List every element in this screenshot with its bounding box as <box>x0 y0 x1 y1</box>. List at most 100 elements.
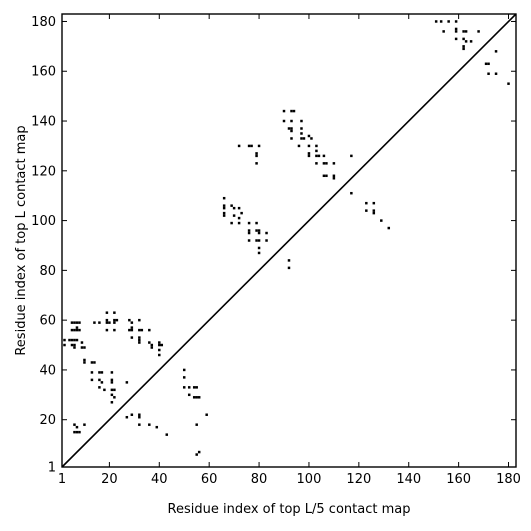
contact-point <box>257 144 261 148</box>
contact-point <box>372 211 376 215</box>
x-tick-label: 80 <box>251 472 268 487</box>
x-axis-label: Residue index of top L/5 contact map <box>168 502 411 517</box>
contact-point <box>477 30 480 33</box>
contact-point <box>290 119 293 123</box>
contact-point <box>315 162 318 165</box>
contact-point <box>160 343 164 347</box>
contact-point <box>250 144 253 148</box>
contact-point <box>205 413 208 416</box>
contact-point <box>439 20 443 23</box>
contact-point <box>287 266 291 270</box>
contact-point <box>197 396 201 399</box>
contact-point <box>195 386 198 389</box>
y-tick-label: 20 <box>39 413 56 428</box>
contact-point <box>103 388 106 392</box>
contact-point <box>140 328 144 332</box>
contact-point <box>237 216 241 220</box>
contact-point <box>287 127 291 130</box>
contact-point <box>192 396 196 399</box>
contact-point <box>93 361 96 364</box>
contact-point <box>105 328 109 332</box>
contact-point <box>105 311 109 314</box>
y-tick-label: 140 <box>31 115 56 130</box>
contact-point <box>78 328 81 332</box>
contact-point <box>113 311 116 314</box>
contact-point <box>387 226 391 230</box>
contact-point <box>222 214 226 217</box>
contact-point <box>307 134 311 138</box>
contact-point <box>462 37 465 41</box>
contact-point <box>372 209 376 212</box>
contact-point <box>300 119 303 123</box>
contact-point <box>73 423 76 426</box>
contact-point <box>487 72 490 75</box>
contact-point <box>73 328 76 332</box>
contact-point <box>317 154 321 158</box>
contact-point <box>110 401 114 404</box>
contact-point <box>138 415 141 419</box>
x-tick-label: 1 <box>58 472 66 487</box>
contact-point <box>257 251 261 255</box>
contact-point <box>158 353 161 357</box>
contact-point <box>290 129 293 133</box>
contact-point <box>240 211 243 215</box>
contact-point <box>130 321 134 324</box>
contact-point <box>247 229 251 232</box>
contact-point <box>192 386 196 389</box>
contact-point <box>83 346 86 349</box>
contact-point <box>130 336 134 339</box>
y-tick-label: 60 <box>39 314 56 329</box>
x-tick-label: 120 <box>346 472 371 487</box>
contact-point <box>507 82 510 85</box>
contact-point <box>148 423 151 426</box>
contact-point <box>110 378 114 382</box>
contact-point <box>265 239 268 242</box>
contact-point <box>462 30 465 33</box>
contact-point <box>70 338 74 342</box>
y-tick-label: 100 <box>31 214 56 229</box>
contact-point <box>300 137 303 140</box>
contact-point <box>247 221 251 225</box>
contact-point <box>105 318 109 322</box>
contact-point <box>494 72 498 75</box>
contact-point <box>93 321 96 324</box>
contact-point <box>484 62 488 66</box>
contact-point <box>110 393 114 397</box>
contact-point <box>447 20 450 23</box>
contact-point <box>290 127 293 130</box>
x-tick-label: 180 <box>496 472 521 487</box>
contact-point <box>75 326 79 329</box>
x-tick-label: 140 <box>396 472 421 487</box>
contact-point <box>265 231 268 235</box>
contact-point <box>350 154 353 158</box>
contact-point <box>78 430 81 434</box>
contact-point <box>222 204 226 207</box>
contact-point <box>90 371 94 374</box>
contact-point <box>302 137 306 140</box>
contact-point <box>442 30 445 33</box>
contact-point <box>195 396 198 399</box>
contact-point <box>130 413 134 416</box>
contact-point <box>255 221 258 225</box>
contact-point <box>155 425 159 429</box>
contact-point <box>187 393 191 397</box>
contact-point <box>80 346 84 349</box>
contact-point <box>454 37 458 41</box>
contact-point <box>138 423 141 426</box>
contact-point <box>487 62 490 66</box>
contact-point <box>75 338 79 342</box>
contact-point <box>237 206 241 210</box>
contact-point <box>290 137 293 140</box>
contact-point <box>232 214 236 217</box>
y-tick-label: 40 <box>39 363 56 378</box>
contact-point <box>372 201 376 205</box>
contact-point <box>98 386 101 389</box>
contact-point <box>237 144 241 148</box>
contact-point <box>158 348 161 352</box>
contact-point <box>98 321 101 324</box>
contact-point <box>325 174 328 178</box>
contact-point <box>332 162 336 165</box>
x-tick-label: 100 <box>297 472 322 487</box>
contact-point <box>113 321 116 324</box>
y-tick-label: 160 <box>31 65 56 80</box>
